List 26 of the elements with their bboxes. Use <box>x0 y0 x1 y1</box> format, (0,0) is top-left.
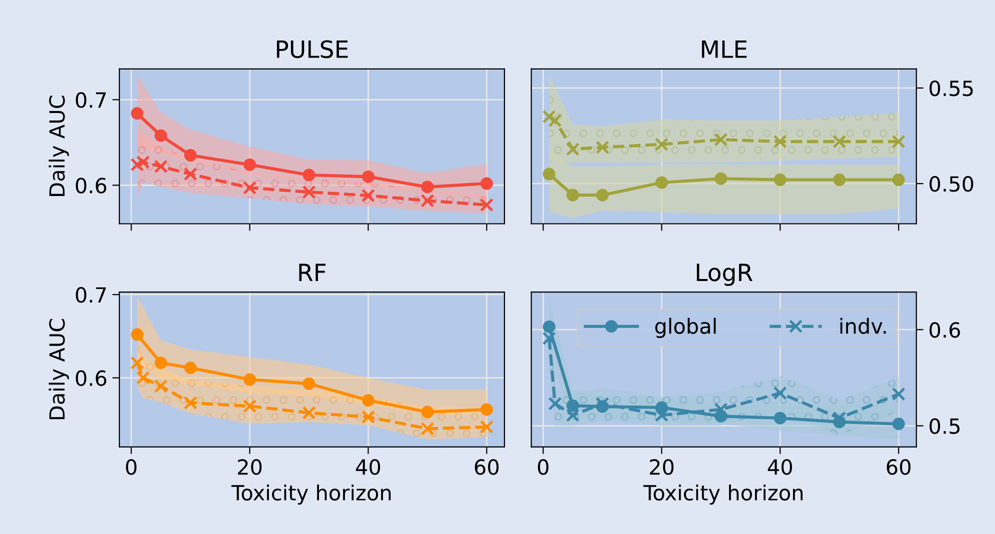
chart-title: RF <box>299 264 326 281</box>
x-tick-label: 60 <box>886 459 910 475</box>
y-tick-label: 0.5 <box>930 418 960 434</box>
x-tick-label: 20 <box>238 459 262 475</box>
y-tick-label: 0.6 <box>76 178 106 194</box>
chart-title: PULSE <box>276 40 348 58</box>
chart-title: LogR <box>696 264 752 286</box>
x-axis-title: Toxicity horizon <box>231 484 391 505</box>
x-tick-label: 40 <box>768 459 792 475</box>
y-tick-label: 0.6 <box>930 322 960 338</box>
y-tick-label: 0.7 <box>76 92 106 108</box>
chart-title: MLE <box>702 40 747 58</box>
legend-label: indv. <box>840 318 886 334</box>
x-tick-label: 40 <box>356 459 380 475</box>
x-axis-title: Toxicity horizon <box>643 484 803 505</box>
y-axis-title: Daily AUC <box>48 318 69 420</box>
y-tick-label: 0.6 <box>76 370 106 386</box>
x-tick-label: 0 <box>538 459 548 475</box>
x-tick-label: 60 <box>474 459 499 475</box>
y-axis-title: Daily AUC <box>48 96 69 196</box>
x-tick-label: 20 <box>650 459 674 475</box>
y-tick-label: 0.50 <box>930 176 974 192</box>
y-tick-label: 0.7 <box>76 287 106 303</box>
x-tick-label: 0 <box>126 459 136 475</box>
y-tick-label: 0.55 <box>930 80 973 96</box>
legend-label: global <box>655 318 716 338</box>
